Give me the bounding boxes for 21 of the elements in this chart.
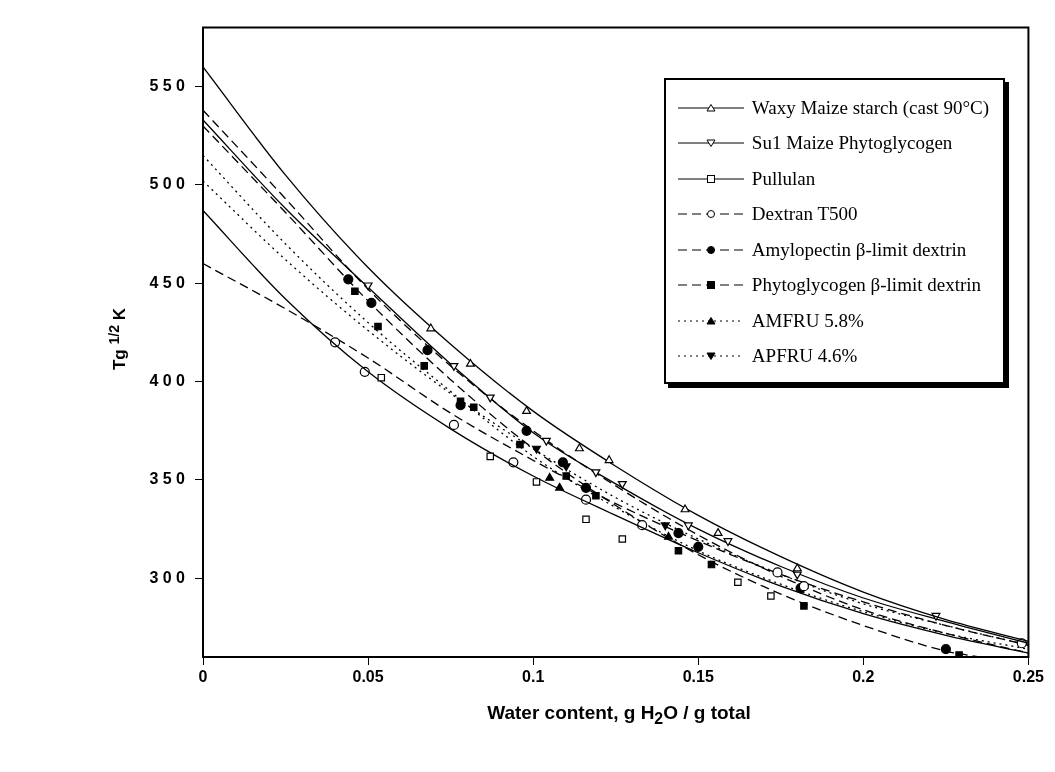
- x-axis-title: Water content, g H$_{2}$O / g total: [487, 702, 751, 728]
- y-tick-label: 5 5 0: [149, 77, 186, 95]
- legend-label: Amylopectin β-limit dextrin: [751, 238, 967, 261]
- legend-label: Pullulan: [751, 167, 816, 190]
- legend-label: Waxy Maize starch (cast 90°C): [751, 96, 989, 119]
- x-tick-label: 0.05: [352, 668, 384, 686]
- legend-label: AMFRU 5.8%: [751, 309, 864, 332]
- legend-label: APFRU 4.6%: [751, 345, 858, 368]
- x-tick-label: 0.25: [1012, 668, 1045, 686]
- x-tick-label: 0.2: [852, 668, 875, 686]
- y-tick-label: 5 0 0: [149, 175, 186, 193]
- y-tick-label: 3 0 0: [149, 568, 186, 586]
- y-tick-label: 3 5 0: [149, 470, 186, 488]
- legend-label: Phytoglycogen β-limit dextrin: [751, 274, 982, 297]
- legend-label: Dextran T500: [751, 203, 858, 226]
- x-tick-label: 0.15: [682, 668, 714, 686]
- legend-label: Su1 Maize Phytoglycogen: [751, 132, 953, 155]
- x-tick-label: 0: [198, 668, 208, 686]
- y-tick-label: 4 0 0: [149, 372, 186, 390]
- x-tick-label: 0.1: [522, 668, 545, 686]
- y-tick-label: 4 5 0: [149, 273, 186, 291]
